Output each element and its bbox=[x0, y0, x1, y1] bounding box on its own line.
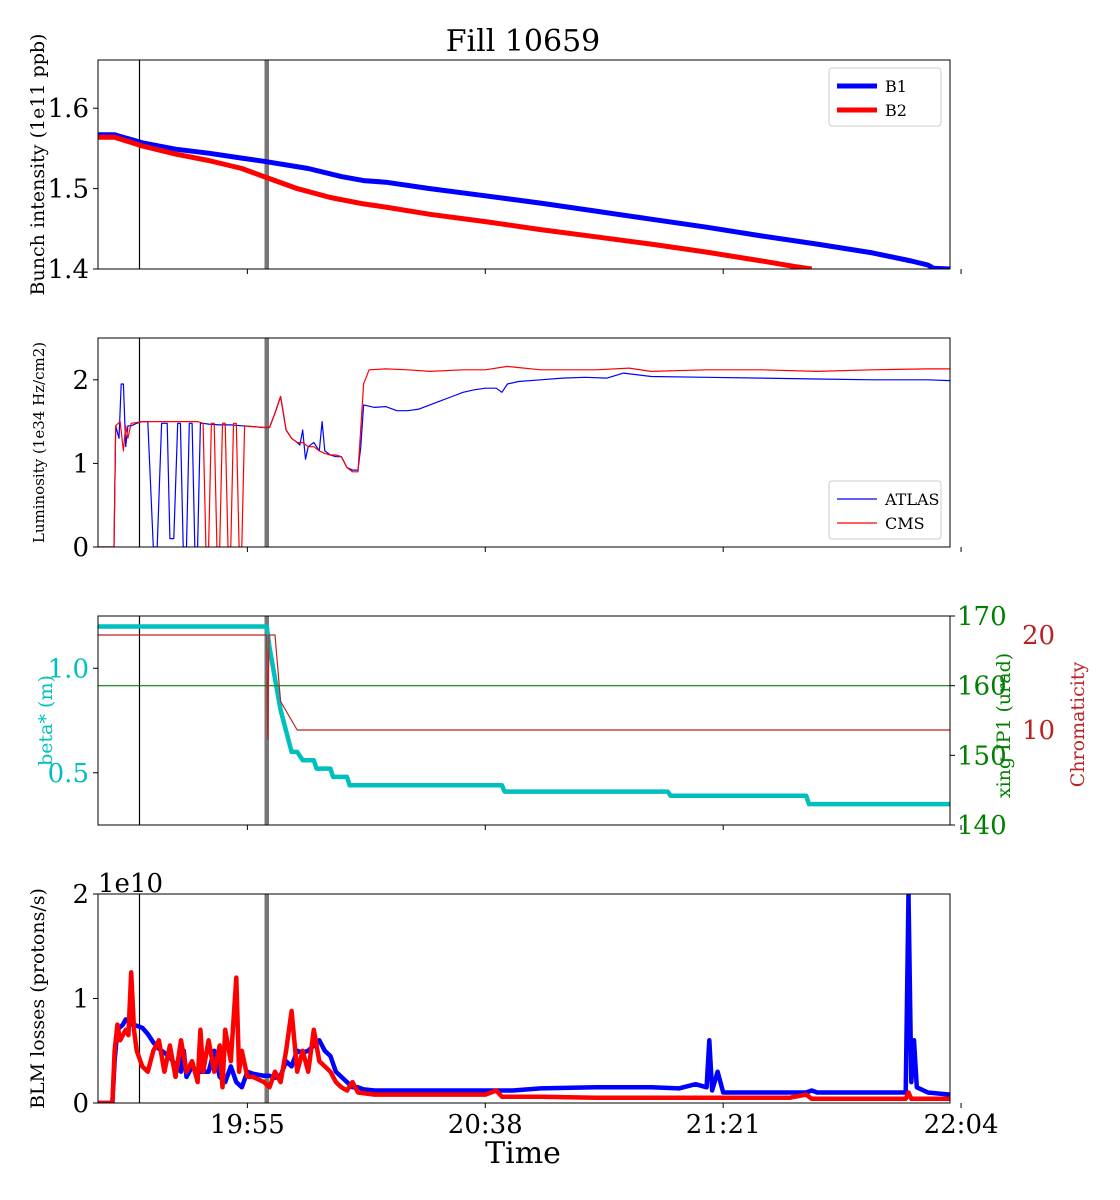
figure-title: Fill 10659 bbox=[446, 24, 601, 59]
right-tick-label: 140 bbox=[957, 811, 1007, 841]
y-tick-label: 1.4 bbox=[48, 255, 89, 285]
series-line-b1-losses bbox=[98, 894, 950, 1103]
y-tick-label: 0 bbox=[72, 533, 89, 563]
x-tick-label: 21:21 bbox=[686, 1110, 761, 1140]
right-axis-label-xing: xing IP1 (urad) bbox=[993, 653, 1015, 798]
right-axis-label-chromaticity: Chromaticity bbox=[1067, 662, 1089, 788]
legend: ATLAS CMS bbox=[828, 480, 942, 540]
series-line-b2 bbox=[98, 134, 813, 269]
axes-frame bbox=[97, 615, 951, 826]
x-tick-label: 19:55 bbox=[210, 1110, 285, 1140]
x-tick-label: 22:04 bbox=[924, 1110, 999, 1140]
y-axis-label: Bunch intensity (1e11 ppb) bbox=[27, 34, 49, 296]
x-axis-label: Time bbox=[485, 1136, 561, 1171]
plot-area bbox=[98, 616, 950, 825]
y-tick-label: 0.5 bbox=[48, 759, 89, 789]
panel-luminosity: 0 1 2 Luminosity (1e34 Hz/cm2) ATLAS CMS bbox=[30, 337, 962, 563]
y-axis-label: beta* (m) bbox=[35, 675, 57, 766]
y-tick-label: 1.0 bbox=[48, 654, 89, 684]
legend-label: B1 bbox=[885, 77, 907, 96]
right-tick-label: 160 bbox=[957, 672, 1007, 702]
right-tick-label: 170 bbox=[957, 602, 1007, 632]
series-line-b1 bbox=[98, 132, 950, 269]
axes-frame bbox=[97, 893, 951, 1104]
y-tick-label: 1 bbox=[72, 449, 89, 479]
series-line-atlas bbox=[98, 372, 950, 547]
plot-area bbox=[98, 338, 950, 547]
plot-area bbox=[98, 60, 950, 269]
y-tick-label: 0 bbox=[72, 1089, 89, 1119]
y-tick-label: 2 bbox=[72, 880, 89, 910]
panel-losses: 0 1 2 BLM losses (protons/s) 19:55 20:38 21:21… bbox=[27, 869, 999, 1140]
chromaticity-tick-label: 20 bbox=[1022, 621, 1055, 651]
legend-label: ATLAS bbox=[884, 490, 940, 509]
y-axis-label: Luminosity (1e34 Hz/cm2) bbox=[30, 342, 48, 543]
series-line-b2-losses bbox=[98, 970, 950, 1103]
y-tick-label: 1 bbox=[72, 985, 89, 1015]
legend-label: B2 bbox=[885, 101, 907, 120]
scale-factor-label: 1e10 bbox=[98, 869, 163, 899]
plot-area bbox=[98, 894, 950, 1103]
series-line-beta- bbox=[98, 624, 950, 807]
series-line-chromaticity bbox=[98, 634, 950, 741]
y-axis-label: BLM losses (protons/s) bbox=[27, 888, 49, 1109]
y-tick-label: 2 bbox=[72, 366, 89, 396]
series-line-cms bbox=[98, 365, 950, 547]
legend-frame bbox=[828, 480, 942, 540]
legend-label: CMS bbox=[885, 514, 925, 533]
axes-frame bbox=[97, 59, 951, 270]
y-tick-label: 1.5 bbox=[48, 175, 89, 205]
x-tick-label: 20:38 bbox=[448, 1110, 523, 1140]
y-tick-label: 1.6 bbox=[48, 94, 89, 124]
chromaticity-tick-label: 10 bbox=[1022, 716, 1055, 746]
axes-frame bbox=[97, 337, 951, 548]
right-tick-label: 150 bbox=[957, 741, 1007, 771]
